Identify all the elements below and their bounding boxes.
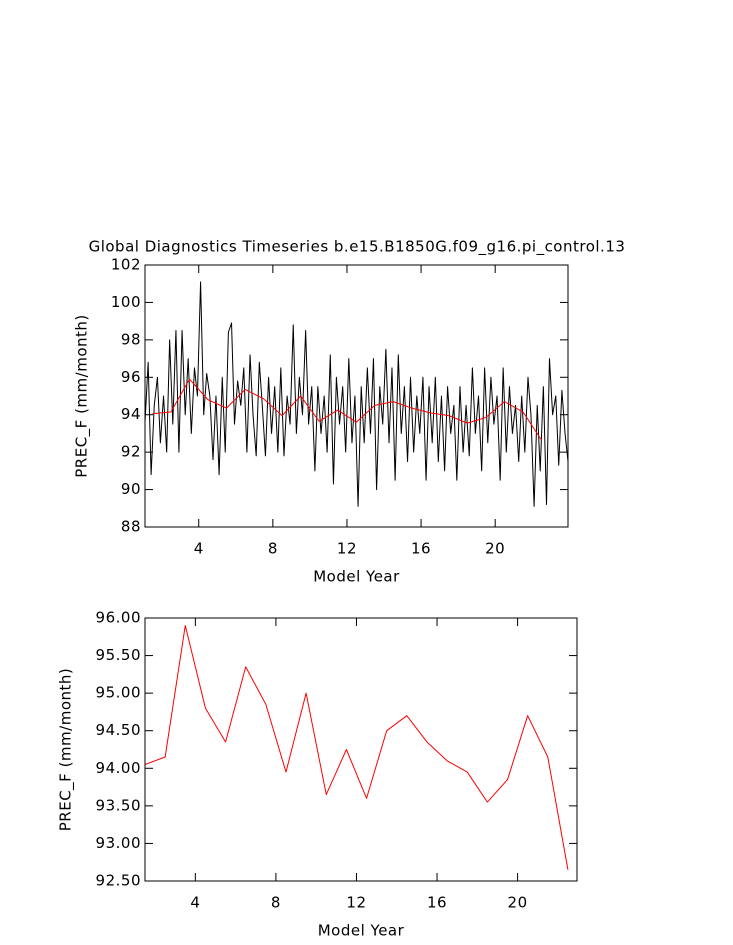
y-tick-label: 102 bbox=[111, 256, 141, 274]
x-tick-label: 20 bbox=[485, 540, 505, 558]
x-tick-label: 16 bbox=[411, 540, 431, 558]
y-tick-label: 95.50 bbox=[96, 646, 141, 664]
y-axis-label: PREC_F (mm/month) bbox=[73, 314, 92, 477]
x-tick-label: 20 bbox=[508, 894, 528, 912]
y-tick-label: 93.50 bbox=[96, 796, 141, 814]
y-tick-label: 96 bbox=[121, 368, 141, 386]
y-tick-label: 94.50 bbox=[96, 721, 141, 739]
y-tick-label: 92 bbox=[121, 443, 141, 461]
x-tick-label: 12 bbox=[337, 540, 357, 558]
x-tick-label: 4 bbox=[190, 894, 200, 912]
y-tick-label: 95.00 bbox=[96, 684, 141, 702]
x-tick-label: 8 bbox=[268, 540, 278, 558]
y-tick-label: 100 bbox=[111, 293, 141, 311]
y-tick-label: 93.00 bbox=[96, 834, 141, 852]
y-tick-label: 90 bbox=[121, 480, 141, 498]
chart-title: Global Diagnostics Timeseries b.e15.B185… bbox=[89, 238, 626, 257]
plot-frame bbox=[144, 617, 578, 882]
data-line bbox=[152, 378, 542, 441]
x-tick-label: 8 bbox=[271, 894, 281, 912]
data-line bbox=[144, 625, 569, 870]
y-tick-label: 94.00 bbox=[96, 759, 141, 777]
x-axis-label: Model Year bbox=[313, 568, 400, 586]
x-tick-label: 16 bbox=[427, 894, 447, 912]
y-tick-label: 92.50 bbox=[96, 872, 141, 890]
y-tick-label: 96.00 bbox=[96, 609, 141, 627]
plot-frame bbox=[144, 264, 569, 528]
y-axis-label: PREC_F (mm/month) bbox=[57, 668, 76, 831]
y-tick-label: 98 bbox=[121, 330, 141, 348]
x-tick-label: 12 bbox=[346, 894, 366, 912]
x-axis-label: Model Year bbox=[318, 922, 405, 940]
x-tick-label: 4 bbox=[194, 540, 204, 558]
y-tick-label: 94 bbox=[121, 405, 141, 423]
data-line bbox=[144, 281, 569, 507]
y-tick-label: 88 bbox=[121, 518, 141, 536]
